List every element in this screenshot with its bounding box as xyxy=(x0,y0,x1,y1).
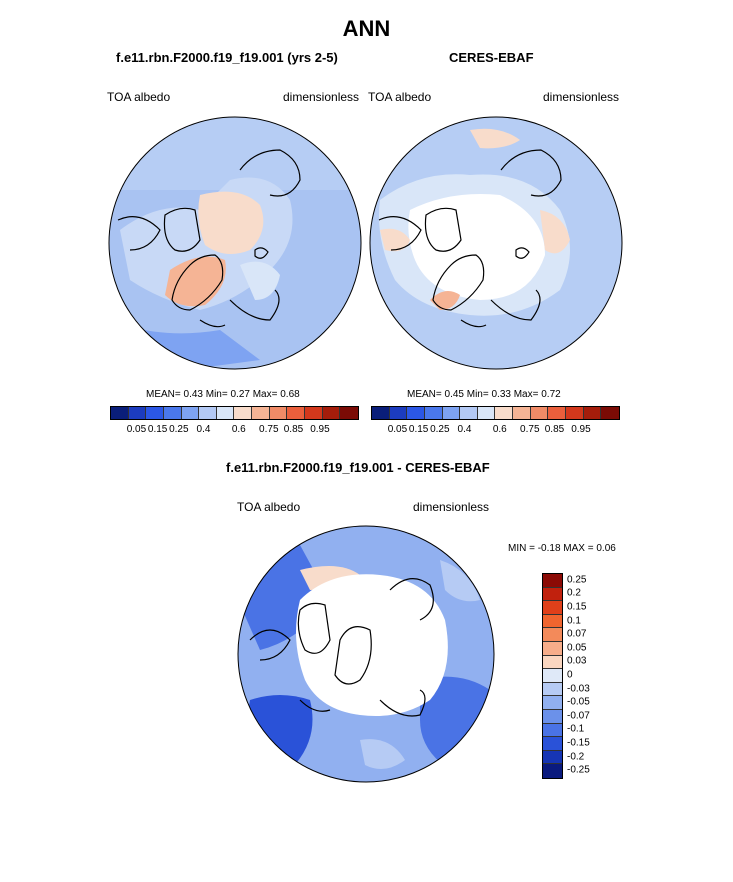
diff-colorbar-label: 0.15 xyxy=(567,601,587,613)
diff-colorbar-label: 0 xyxy=(567,669,573,681)
diff-colorbar-swatch xyxy=(543,614,562,629)
colorbar-swatch xyxy=(269,407,288,419)
diff-colorbar-swatch xyxy=(543,669,562,683)
diff-colorbar-label: -0.1 xyxy=(567,723,585,735)
obs-colorbar xyxy=(371,406,620,420)
main-title: ANN xyxy=(342,16,391,41)
diff-colorbar-swatch xyxy=(543,723,562,738)
colorbar-swatch xyxy=(442,407,461,419)
colorbar-tick-label: 0.4 xyxy=(457,424,472,435)
diff-colorbar-swatch xyxy=(543,587,562,602)
diff-colorbar-swatch xyxy=(543,764,562,778)
colorbar-tick-label: 0.95 xyxy=(310,424,330,435)
colorbar-tick-label: 0.15 xyxy=(147,424,168,435)
diff-colorbar-swatch xyxy=(543,709,562,724)
colorbar-tick-label: 0.75 xyxy=(259,424,279,435)
obs-stats: MEAN= 0.45 Min= 0.33 Max= 0.72 xyxy=(407,389,561,400)
diff-colorbar-label: -0.2 xyxy=(567,751,585,763)
model-panel-title: f.e11.rbn.F2000.f19_f19.001 (yrs 2-5) xyxy=(116,50,338,65)
model-left-label: TOA albedo xyxy=(107,90,171,104)
diff-colorbar-swatch xyxy=(543,682,562,697)
colorbar-swatch xyxy=(111,407,129,419)
diff-right-label: dimensionless xyxy=(413,500,490,514)
colorbar-swatch xyxy=(234,407,253,419)
obs-right-label: dimensionless xyxy=(543,90,620,104)
colorbar-swatch xyxy=(340,407,358,419)
colorbar-swatch xyxy=(216,407,235,419)
obs-left-label: TOA albedo xyxy=(368,90,432,104)
colorbar-swatch xyxy=(548,407,567,419)
colorbar-swatch xyxy=(372,407,390,419)
colorbar-tick-label: 0.25 xyxy=(169,424,189,435)
diff-colorbar-swatch xyxy=(543,601,562,615)
diff-colorbar-swatch xyxy=(543,628,562,642)
colorbar-swatch xyxy=(252,407,270,419)
diff-colorbar-swatch xyxy=(543,696,562,710)
colorbar-swatch xyxy=(583,407,602,419)
colorbar-swatch xyxy=(322,407,341,419)
obs-coastlines xyxy=(378,149,562,328)
colorbar-swatch xyxy=(513,407,531,419)
colorbar-swatch xyxy=(601,407,619,419)
colorbar-swatch xyxy=(407,407,425,419)
colorbar-tick-label: 0.25 xyxy=(430,424,450,435)
colorbar-tick-label: 0.05 xyxy=(387,424,408,435)
diff-colorbar-swatch xyxy=(543,574,562,588)
colorbar-swatch xyxy=(460,407,478,419)
model-stats: MEAN= 0.43 Min= 0.27 Max= 0.68 xyxy=(146,389,300,400)
colorbar-tick-label: 0.15 xyxy=(408,424,429,435)
colorbar-tick-label: 0.05 xyxy=(126,424,147,435)
diff-colorbar-swatch xyxy=(543,737,562,751)
colorbar-tick-label: 0.75 xyxy=(520,424,540,435)
diff-colorbar-label: 0.05 xyxy=(567,642,587,654)
diff-colorbar-label: 0.1 xyxy=(567,615,581,627)
model-colorbar xyxy=(110,406,359,420)
colorbar-tick-label: 0.6 xyxy=(492,424,507,435)
diff-minmax: MIN = -0.18 MAX = 0.06 xyxy=(508,543,616,554)
diff-colorbar-label: -0.05 xyxy=(567,696,590,708)
diff-colorbar-label: 0.2 xyxy=(567,587,581,599)
diff-colorbar-label: 0.03 xyxy=(567,655,587,667)
model-coastlines xyxy=(117,149,301,328)
colorbar-swatch xyxy=(305,407,323,419)
obs-panel-title: CERES-EBAF xyxy=(449,50,534,65)
diff-colorbar-label: -0.25 xyxy=(567,764,590,776)
diff-panel-title: f.e11.rbn.F2000.f19_f19.001 - CERES-EBAF xyxy=(226,460,490,475)
diff-colorbar-label: -0.03 xyxy=(567,683,590,695)
colorbar-tick-label: 0.4 xyxy=(196,424,211,435)
colorbar-tick-label: 0.6 xyxy=(231,424,246,435)
model-right-label: dimensionless xyxy=(283,90,360,104)
colorbar-swatch xyxy=(199,407,217,419)
diff-colorbar-label: 0.07 xyxy=(567,628,587,640)
diff-colorbar-label: 0.25 xyxy=(567,574,587,586)
colorbar-swatch xyxy=(389,407,408,419)
colorbar-swatch xyxy=(530,407,549,419)
diff-colorbar xyxy=(542,573,563,779)
colorbar-swatch xyxy=(424,407,443,419)
diff-coastlines xyxy=(249,578,434,717)
colorbar-swatch xyxy=(477,407,496,419)
diff-colorbar-swatch xyxy=(543,750,562,765)
colorbar-tick-label: 0.85 xyxy=(544,424,565,435)
colorbar-swatch xyxy=(495,407,514,419)
diff-colorbar-label: -0.07 xyxy=(567,710,590,722)
colorbar-swatch xyxy=(181,407,200,419)
colorbar-tick-label: 0.95 xyxy=(571,424,591,435)
diff-colorbar-swatch xyxy=(543,655,562,670)
diff-left-label: TOA albedo xyxy=(237,500,301,514)
colorbar-swatch xyxy=(146,407,164,419)
colorbar-swatch xyxy=(566,407,584,419)
colorbar-swatch xyxy=(163,407,182,419)
colorbar-swatch xyxy=(287,407,306,419)
colorbar-swatch xyxy=(128,407,147,419)
colorbar-tick-label: 0.85 xyxy=(283,424,304,435)
diff-colorbar-swatch xyxy=(543,641,562,656)
diff-colorbar-label: -0.15 xyxy=(567,737,590,749)
